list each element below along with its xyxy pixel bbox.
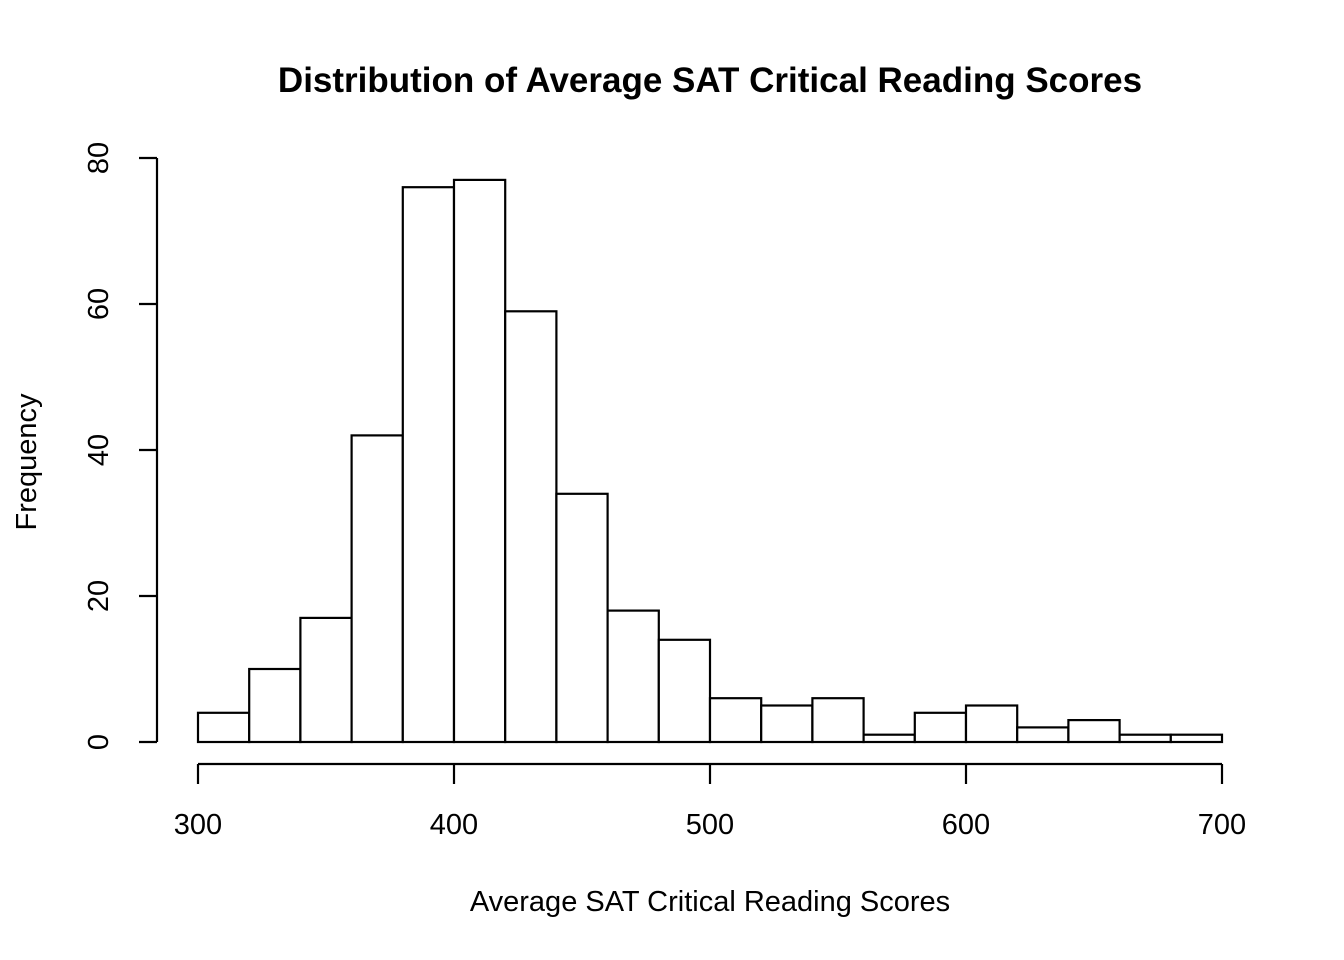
- histogram-bar: [1118, 733, 1172, 744]
- y-axis-label: Frequency: [11, 393, 43, 531]
- histogram-bar: [657, 638, 712, 744]
- histogram-bar: [811, 697, 865, 744]
- chart-title: Distribution of Average SAT Critical Rea…: [278, 61, 1142, 100]
- histogram-bar: [452, 178, 507, 744]
- histogram-bar: [964, 704, 1019, 744]
- histogram-bar: [606, 609, 660, 744]
- y-axis: 0 20 40 60 80: [83, 142, 159, 750]
- histogram-bar: [913, 711, 968, 744]
- y-tick-label: 0: [83, 734, 115, 750]
- histogram-bar: [1067, 718, 1121, 744]
- histogram-bar: [248, 667, 302, 744]
- histogram-bar: [350, 434, 404, 744]
- histogram-bar: [1169, 733, 1224, 744]
- histogram-bar: [708, 697, 763, 744]
- histogram-bar: [862, 733, 916, 744]
- x-axis-label: Average SAT Critical Reading Scores: [470, 886, 950, 918]
- bars-layer: [196, 178, 1224, 744]
- histogram-bar: [760, 704, 814, 744]
- histogram-bar: [299, 616, 353, 744]
- y-tick-label: 40: [83, 434, 115, 466]
- x-tick-label: 300: [174, 809, 222, 841]
- x-axis: 300 400 500 600 700: [174, 762, 1246, 841]
- y-tick-label: 60: [83, 288, 115, 320]
- y-tick-label: 80: [83, 142, 115, 174]
- x-tick-label: 700: [1198, 809, 1246, 841]
- histogram-bar: [196, 711, 251, 744]
- x-tick-label: 400: [430, 809, 478, 841]
- x-tick-label: 600: [942, 809, 990, 841]
- y-tick-label: 20: [83, 580, 115, 612]
- x-tick-label: 500: [686, 809, 734, 841]
- histogram-bar: [504, 310, 558, 744]
- histogram-bar: [401, 186, 456, 744]
- histogram-bar: [555, 492, 609, 744]
- histogram-bar: [1016, 726, 1070, 744]
